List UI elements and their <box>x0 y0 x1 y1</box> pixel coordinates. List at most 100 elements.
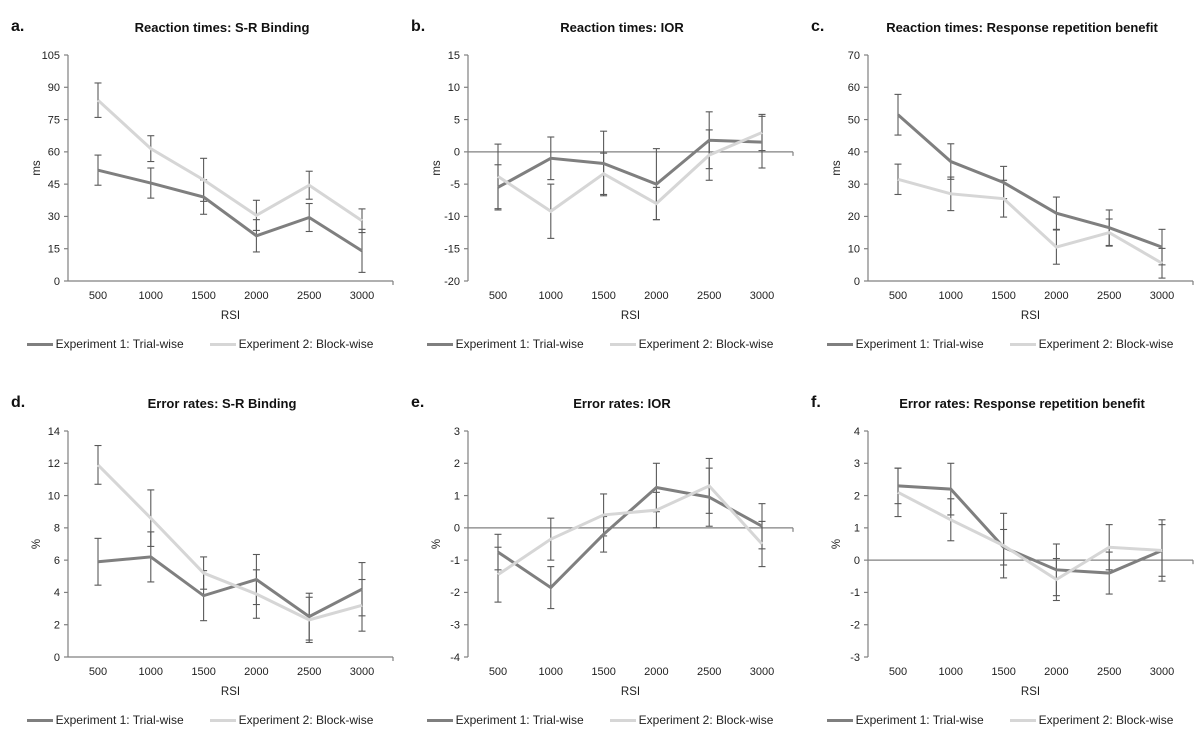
chart-f-canvas: -3 -2 -1 0 1 2 3 4 500 1000 1500 2000 2500 3000 RSI% <box>831 426 1194 698</box>
panel-c-title: Reaction times: Response repetition bene… <box>886 20 1158 35</box>
svg-text:3000: 3000 <box>350 666 374 678</box>
svg-text:10: 10 <box>448 82 460 94</box>
panel-c: c. Reaction times: Response repetition b… <box>800 0 1200 376</box>
axes <box>64 430 394 661</box>
series1-line-swatch <box>26 718 53 722</box>
svg-text:2500: 2500 <box>1097 290 1121 302</box>
panel-c-label: c. <box>811 18 825 35</box>
series-2-line <box>497 131 763 214</box>
panel-b: b. Reaction times: IOR -20 -15 -10 -5 0 5 10 15… <box>400 0 800 376</box>
chart-e-legend: Experiment 1: Trial-wise Experiment 2: B… <box>400 713 800 727</box>
svg-text:14: 14 <box>48 426 60 438</box>
legend-item-experiment2: Experiment 2: Block-wise <box>1009 713 1173 727</box>
series1-line-swatch <box>426 718 453 722</box>
panel-f-title: Error rates: Response repetition benefit <box>899 396 1145 411</box>
series2-line-swatch <box>609 342 636 346</box>
legend-label-experiment2: Experiment 2: Block-wise <box>238 337 374 351</box>
svg-text:%: % <box>431 539 443 549</box>
series2-line-swatch <box>1009 342 1036 346</box>
svg-text:2: 2 <box>854 490 860 502</box>
svg-text:10: 10 <box>48 490 60 502</box>
svg-text:1: 1 <box>854 523 860 535</box>
series-lines <box>497 484 764 590</box>
legend-label-experiment1: Experiment 1: Trial-wise <box>455 713 584 727</box>
legend-item-experiment2: Experiment 2: Block-wise <box>209 337 374 351</box>
svg-text:3000: 3000 <box>350 290 374 302</box>
chart-b-legend: Experiment 1: Trial-wise Experiment 2: B… <box>400 337 800 351</box>
svg-text:RSI: RSI <box>1021 686 1040 698</box>
series1-line-swatch <box>826 718 853 722</box>
chart-a-canvas: 0 15 30 45 60 75 90 105 500 1000 1500 2000 2500 3000 R… <box>31 50 394 322</box>
svg-text:2000: 2000 <box>244 290 268 302</box>
series2-line-swatch <box>609 718 636 722</box>
svg-text:2000: 2000 <box>644 290 668 302</box>
svg-text:0: 0 <box>854 276 860 288</box>
svg-text:70: 70 <box>848 50 860 62</box>
svg-text:40: 40 <box>848 147 860 159</box>
svg-text:45: 45 <box>48 179 60 191</box>
svg-text:-2: -2 <box>450 587 460 599</box>
svg-text:0: 0 <box>454 523 460 535</box>
svg-text:RSI: RSI <box>621 686 640 698</box>
legend-item-experiment2: Experiment 2: Block-wise <box>1009 337 1173 351</box>
legend-label-experiment1: Experiment 1: Trial-wise <box>55 337 184 351</box>
axis-labels: -4 -3 -2 -1 0 1 2 3 500 1000 1500 2000 2500 3000 RSI% <box>431 426 774 698</box>
series-2-line <box>897 491 1163 582</box>
svg-text:2000: 2000 <box>644 666 668 678</box>
legend-label-experiment2: Experiment 2: Block-wise <box>638 337 774 351</box>
svg-text:500: 500 <box>89 290 107 302</box>
axes <box>464 54 794 282</box>
svg-text:1500: 1500 <box>191 290 215 302</box>
svg-text:1500: 1500 <box>191 666 215 678</box>
svg-text:2500: 2500 <box>697 666 721 678</box>
series1-line-swatch <box>826 342 853 346</box>
axes <box>464 430 794 658</box>
series-lines <box>96 99 363 253</box>
axes <box>864 54 1194 285</box>
svg-text:8: 8 <box>54 523 60 535</box>
axis-labels: 0 10 20 30 40 50 60 70 500 1000 1500 2000 2500 3000 RS… <box>831 50 1174 322</box>
series-lines <box>497 131 763 214</box>
legend-item-experiment1: Experiment 1: Trial-wise <box>426 337 584 351</box>
chart-a-legend: Experiment 1: Trial-wise Experiment 2: B… <box>0 337 400 351</box>
svg-text:2000: 2000 <box>244 666 268 678</box>
series-1-line <box>97 555 363 619</box>
svg-text:20: 20 <box>848 211 860 223</box>
series-2-line <box>96 99 363 222</box>
svg-text:3000: 3000 <box>1150 666 1174 678</box>
svg-text:2500: 2500 <box>297 666 321 678</box>
svg-text:6: 6 <box>54 555 60 567</box>
svg-text:2500: 2500 <box>1097 666 1121 678</box>
error-bars <box>494 457 766 610</box>
svg-text:2500: 2500 <box>697 290 721 302</box>
series-lines <box>96 463 363 622</box>
chart-f-legend: Experiment 1: Trial-wise Experiment 2: B… <box>800 713 1200 727</box>
series-1-line <box>897 113 1163 249</box>
svg-text:3000: 3000 <box>750 666 774 678</box>
series2-line-swatch <box>209 342 236 346</box>
svg-text:1000: 1000 <box>139 666 163 678</box>
svg-text:3: 3 <box>854 458 860 470</box>
legend-item-experiment2: Experiment 2: Block-wise <box>609 713 773 727</box>
svg-text:-10: -10 <box>444 211 460 223</box>
series-2-line <box>96 463 363 622</box>
chart-b-canvas: -20 -15 -10 -5 0 5 10 15 500 1000 1500 2000 2500 3000… <box>431 50 794 322</box>
legend-label-experiment1: Experiment 1: Trial-wise <box>855 713 984 727</box>
chart-c-legend: Experiment 1: Trial-wise Experiment 2: B… <box>800 337 1200 351</box>
chart-d-legend: Experiment 1: Trial-wise Experiment 2: B… <box>0 713 400 727</box>
svg-text:1000: 1000 <box>539 290 563 302</box>
svg-text:105: 105 <box>42 50 60 62</box>
series-1-line <box>497 485 763 590</box>
series1-line-swatch <box>26 342 53 346</box>
svg-text:2: 2 <box>454 458 460 470</box>
series2-line-swatch <box>209 718 236 722</box>
svg-text:500: 500 <box>889 666 907 678</box>
axis-labels: -3 -2 -1 0 1 2 3 4 500 1000 1500 2000 2500 3000 RSI% <box>831 426 1174 698</box>
svg-text:1500: 1500 <box>591 290 615 302</box>
svg-text:ms: ms <box>31 160 43 176</box>
legend-item-experiment1: Experiment 1: Trial-wise <box>826 337 984 351</box>
svg-text:3: 3 <box>454 426 460 438</box>
svg-text:90: 90 <box>48 82 60 94</box>
svg-text:-1: -1 <box>450 555 460 567</box>
svg-text:RSI: RSI <box>621 310 640 322</box>
